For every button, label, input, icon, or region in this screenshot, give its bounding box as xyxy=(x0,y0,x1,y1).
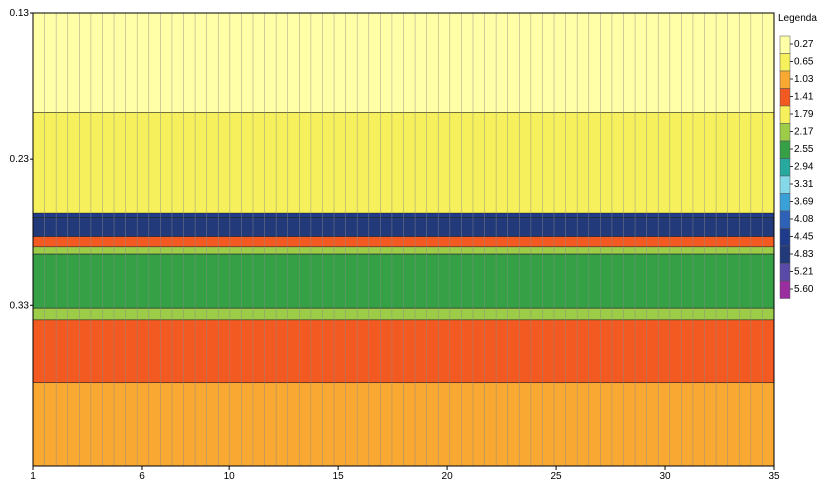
legend-label: 2.17 xyxy=(794,127,814,138)
legend-label: 5.21 xyxy=(794,267,814,278)
legend-label: 5.60 xyxy=(794,284,814,295)
legend: Legenda 0.27 0.65 1.03 1.41 1.79 2.17 2.55 2.94 3… xyxy=(778,13,817,299)
legend-swatch xyxy=(779,140,791,159)
legend-label: 3.31 xyxy=(794,179,814,190)
x-tick-label: 30 xyxy=(659,471,671,482)
y-tick-label: 0.13 xyxy=(10,8,30,19)
legend-label: 1.03 xyxy=(794,74,814,85)
legend-swatch xyxy=(779,263,791,282)
legend-label: 0.27 xyxy=(794,39,814,50)
y-tick-label: 0.33 xyxy=(10,300,30,311)
legend-label: 4.08 xyxy=(794,214,814,225)
legend-swatch xyxy=(779,245,791,264)
legend-label: 2.94 xyxy=(794,162,814,173)
legend-label: 3.69 xyxy=(794,197,814,208)
legend-label: 2.55 xyxy=(794,144,814,155)
plot-area xyxy=(33,13,774,466)
x-tick-label: 35 xyxy=(768,471,780,482)
x-tick-label: 10 xyxy=(224,471,236,482)
x-tick-label: 1 xyxy=(30,471,36,482)
legend-label: 1.41 xyxy=(794,92,814,103)
legend-swatch xyxy=(779,105,791,124)
x-tick-label: 20 xyxy=(442,471,454,482)
x-tick-label: 6 xyxy=(139,471,145,482)
legend-swatch xyxy=(779,158,791,177)
legend-swatch xyxy=(779,53,791,72)
legend-swatch xyxy=(779,70,791,89)
legend-label: 4.45 xyxy=(794,232,814,243)
legend-swatch xyxy=(779,35,791,54)
x-axis: 1 6 10 15 20 25 30 35 xyxy=(30,466,780,482)
legend-title: Legenda xyxy=(778,13,817,24)
legend-swatch xyxy=(779,193,791,212)
legend-swatch xyxy=(779,123,791,142)
legend-label: 1.79 xyxy=(794,109,814,120)
legend-label: 0.65 xyxy=(794,57,814,68)
legend-swatch xyxy=(779,175,791,194)
plot-border xyxy=(32,12,775,467)
y-tick-label: 0.23 xyxy=(10,154,30,165)
legend-swatch xyxy=(779,210,791,229)
legend-swatch xyxy=(779,280,791,299)
legend-swatch xyxy=(779,228,791,247)
y-axis: 0.13 0.23 0.33 xyxy=(10,8,33,311)
legend-swatch xyxy=(779,88,791,107)
legend-label: 4.83 xyxy=(794,249,814,260)
x-tick-label: 15 xyxy=(333,471,345,482)
x-tick-label: 25 xyxy=(550,471,562,482)
